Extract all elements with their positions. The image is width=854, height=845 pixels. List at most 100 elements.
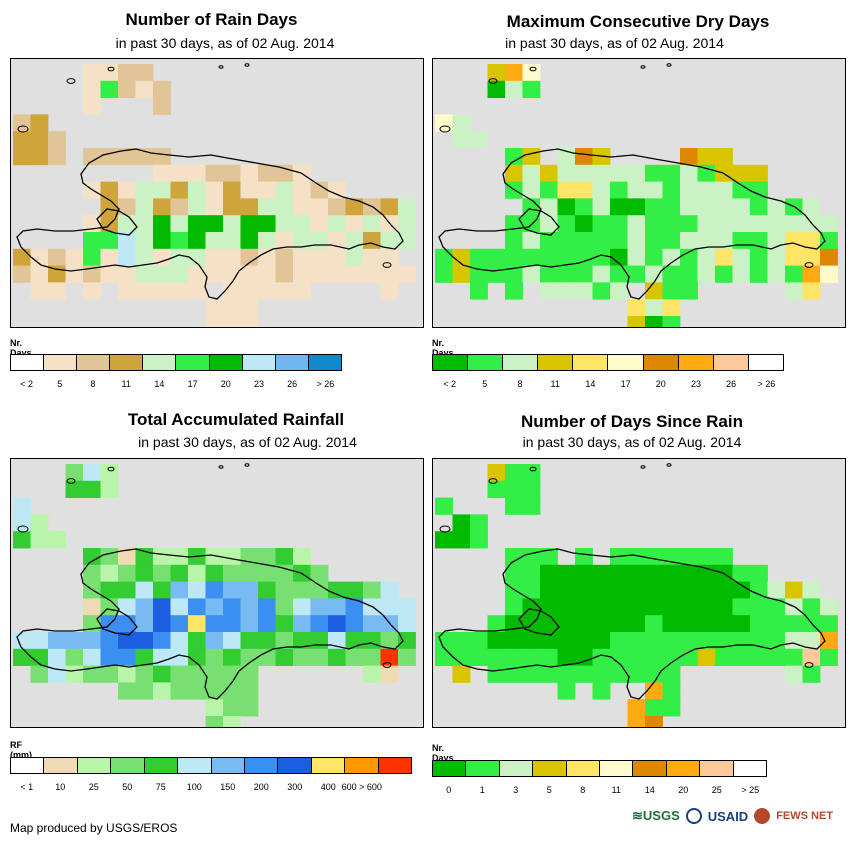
- grid-cell: [30, 514, 49, 532]
- grid-cell: [170, 232, 189, 250]
- grid-cell: [310, 232, 329, 250]
- grid-cell: [205, 248, 224, 266]
- grid-cell: [380, 665, 399, 683]
- grid-cell: [310, 265, 329, 283]
- grid-cell: [645, 632, 663, 650]
- grid-cell: [205, 598, 224, 616]
- grid-cell: [487, 480, 506, 498]
- legend-swatch: [275, 355, 309, 370]
- grid-cell: [522, 64, 541, 82]
- grid-cell: [732, 615, 751, 633]
- grid-cell: [627, 232, 646, 250]
- grid-cell: [398, 198, 416, 216]
- grid-cell: [557, 564, 576, 582]
- grid-cell: [662, 181, 681, 199]
- grid-cell: [310, 615, 329, 633]
- legend-label: < 2: [443, 379, 456, 389]
- grid-cell: [48, 248, 66, 266]
- grid-cell: [13, 265, 31, 283]
- grid-cell: [310, 198, 329, 216]
- grid-cell: [135, 265, 154, 283]
- grid-cell: [645, 198, 663, 216]
- grid-cell: [30, 632, 49, 650]
- grid-cell: [170, 665, 189, 683]
- grid-cell: [627, 548, 646, 566]
- grid-cell: [13, 514, 31, 532]
- grid-cell: [83, 464, 101, 482]
- grid-cell: [680, 164, 698, 182]
- grid-cell: [153, 148, 171, 166]
- legend-label: 11: [121, 379, 131, 389]
- grid-cell: [645, 598, 663, 616]
- grid-cell: [697, 248, 716, 266]
- grid-cell: [188, 265, 206, 283]
- grid-cell: [820, 215, 838, 233]
- legend-label: 75: [155, 782, 166, 792]
- legend-label: 17: [620, 379, 631, 389]
- grid-cell: [522, 148, 541, 166]
- map-rain-days: [10, 58, 424, 328]
- grid-cell: [153, 598, 171, 616]
- grid-cell: [680, 248, 698, 266]
- island-outline: [66, 78, 76, 84]
- legend-swatch: [433, 355, 469, 370]
- grid-cell: [540, 648, 558, 666]
- grid-cell: [557, 198, 576, 216]
- legend-label: 20: [655, 379, 666, 389]
- grid-cell: [557, 148, 576, 166]
- island-outline: [107, 66, 115, 72]
- grid-cell: [732, 564, 751, 582]
- grid-cell: [610, 598, 628, 616]
- grid-cell: [398, 598, 416, 616]
- grid-cell: [522, 232, 541, 250]
- legend-swatch: [278, 758, 312, 773]
- grid-cell: [83, 648, 101, 666]
- grid-cell: [100, 232, 119, 250]
- grid-cell: [680, 148, 698, 166]
- grid-cell: [240, 581, 259, 599]
- grid-cell: [662, 581, 681, 599]
- grid-cell: [592, 282, 611, 300]
- legend-label: 10: [55, 782, 66, 792]
- grid-cell: [802, 581, 821, 599]
- grid-cell: [240, 232, 259, 250]
- grid-cell: [293, 181, 311, 199]
- grid-cell: [627, 665, 646, 683]
- grid-cell: [715, 215, 733, 233]
- grid-cell: [732, 215, 751, 233]
- grid-cell: [645, 248, 663, 266]
- grid-cell: [170, 598, 189, 616]
- grid-cell: [240, 632, 259, 650]
- grid-cell: [240, 615, 259, 633]
- grid-cell: [592, 598, 611, 616]
- grid-cell: [662, 699, 681, 717]
- grid-cell: [802, 198, 821, 216]
- grid-cell: [258, 282, 276, 300]
- grid-cell: [328, 265, 346, 283]
- grid-cell: [750, 564, 768, 582]
- grid-cell: [380, 581, 399, 599]
- grid-cell: [487, 632, 506, 650]
- grid-cell: [435, 632, 453, 650]
- grid-cell: [540, 282, 558, 300]
- grid-cell: [153, 648, 171, 666]
- grid-cell: [258, 265, 276, 283]
- grid-cell: [135, 648, 154, 666]
- grid-cell: [13, 497, 31, 515]
- grid-cell: [540, 632, 558, 650]
- grid-cell: [627, 716, 646, 727]
- grid-cell: [505, 564, 523, 582]
- grid-cell: [452, 665, 471, 683]
- grid-cell: [258, 615, 276, 633]
- legend-label: 0: [446, 785, 452, 795]
- grid-cell: [380, 632, 399, 650]
- grid-cell: [345, 581, 364, 599]
- grid-cell: [13, 248, 31, 266]
- legend-swatch: [176, 355, 210, 370]
- grid-cell: [363, 215, 381, 233]
- grid-cell: [223, 198, 241, 216]
- grid-cell: [697, 181, 716, 199]
- grid-cell: [380, 198, 399, 216]
- grid-cell: [627, 699, 646, 717]
- grid-cell: [767, 581, 786, 599]
